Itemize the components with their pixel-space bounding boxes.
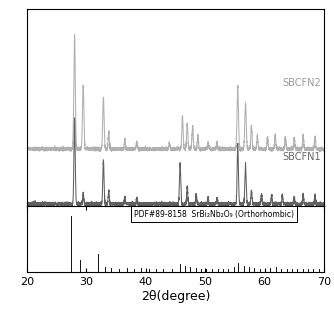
Text: PDF#89-8158  SrBi₂Nb₂O₉ (Orthorhombic): PDF#89-8158 SrBi₂Nb₂O₉ (Orthorhombic)	[134, 210, 294, 218]
Text: SBCFN1: SBCFN1	[282, 152, 321, 162]
X-axis label: 2θ(degree): 2θ(degree)	[141, 290, 210, 303]
Text: SBCFN2: SBCFN2	[282, 78, 321, 87]
